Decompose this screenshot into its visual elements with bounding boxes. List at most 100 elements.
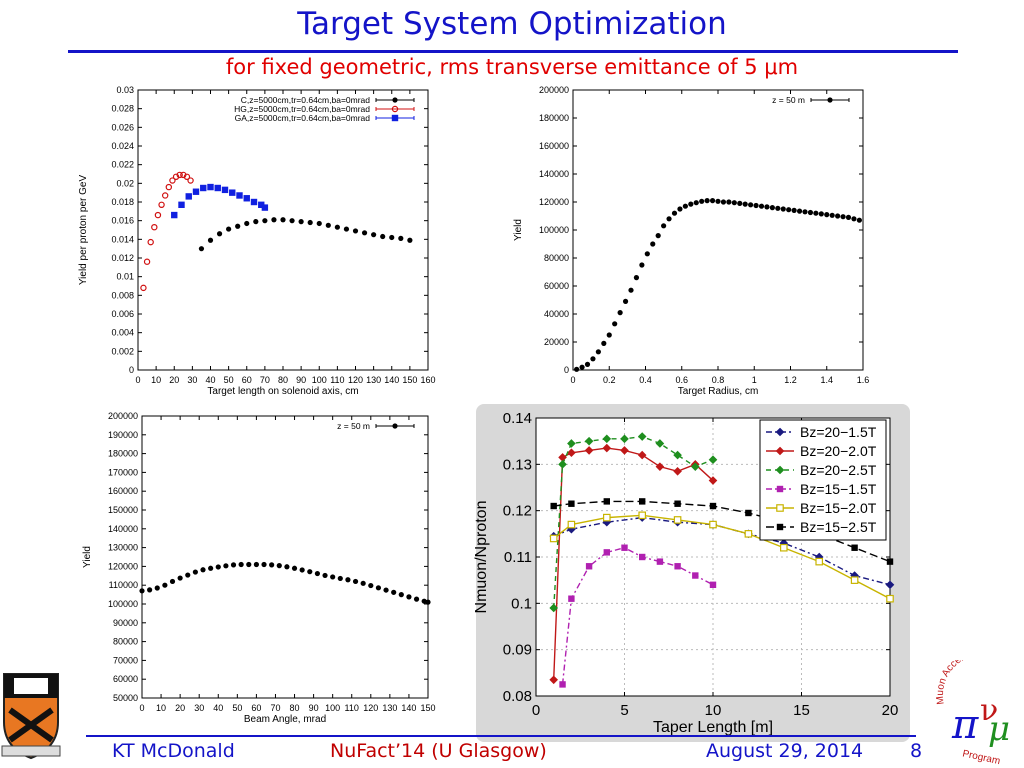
series-group [574,198,862,372]
y-tick-label: 150000 [108,505,138,515]
data-point [169,177,176,184]
data-point [813,210,819,216]
data-point [656,558,664,565]
legend-swatch-marker [776,523,784,531]
y-tick-label: 170000 [108,467,138,477]
data-point [584,446,594,455]
legend-label: HG,z=5000cm,tr=0.64cm,ba=0mrad [234,104,370,114]
data-point [690,462,700,471]
y-tick-label: 0.008 [111,290,134,300]
series-group [549,511,894,603]
data-point [650,241,656,247]
y-tick-label: 60000 [544,281,569,291]
data-point [352,228,359,234]
data-point [661,223,667,229]
data-point [673,516,682,524]
x-tick-label: 60 [242,375,252,385]
y-tick-label: 80000 [544,253,569,263]
y-tick-label: 0.004 [111,328,134,338]
svg-text:Program: Program [961,748,1001,767]
data-point [567,520,576,529]
series-line [561,546,714,685]
x-tick-label: 130 [382,703,397,713]
legend-label: Bz=15−2.0T [800,500,877,516]
series-group [559,544,717,688]
y-tick-label: 100000 [539,225,569,235]
data-point [622,298,629,304]
y-tick-label: 0.11 [504,549,532,566]
legend: z = 50 m [337,421,415,431]
data-point [299,567,305,573]
x-tick-label: 100 [312,375,327,385]
data-point [885,580,895,590]
y-tick-label: 0.03 [116,85,134,95]
data-point [262,218,268,224]
x-tick-label: 1.6 [857,375,870,385]
data-point [584,436,594,446]
data-point [699,198,705,204]
x-axis-label: Taper Length [m] [653,719,773,736]
y-tick-label: 110000 [109,580,138,590]
data-point [764,204,770,210]
data-point [644,251,650,257]
x-tick-label: 10 [156,703,166,713]
y-tick-label: 100000 [108,599,138,609]
x-tick-label: 10 [705,702,722,719]
data-point [621,544,628,551]
data-point [165,183,173,191]
data-point [704,198,710,204]
x-tick-label: 50 [232,703,242,713]
data-point [169,578,176,585]
series-group [171,183,269,219]
data-point [171,211,178,219]
data-point [655,233,661,239]
legend: z = 50 m [772,95,850,105]
data-point [574,366,580,372]
x-axis-label: Target length on solenoid axis, cm [207,386,358,397]
data-point [639,262,645,268]
data-point [215,564,221,570]
data-point [602,434,612,444]
legend-swatch-marker [827,97,833,103]
data-point [147,238,154,246]
data-point [380,233,386,240]
y-tick-label: 50000 [113,693,138,703]
data-point [208,565,214,571]
legend-swatch-marker [392,97,398,103]
data-point [198,246,205,252]
data-point [775,205,781,211]
footer-page-number: 8 [910,740,923,762]
data-point [744,530,753,538]
data-point [325,222,331,228]
data-point [375,585,382,591]
data-point [637,432,647,441]
plot-area: 0 10 20 30 40 50 60 70 80 90 100 110 120 130 140 150 500… [82,411,436,725]
data-point [207,237,214,243]
y-tick-label: 0 [129,365,134,375]
x-tick-label: 20 [169,375,179,385]
y-tick-label: 160000 [539,141,569,151]
y-tick-label: 190000 [108,430,138,440]
y-tick-label: 140000 [539,169,569,179]
data-point [692,572,699,579]
yield-vs-target-radius-chart: 0 0.2 0.4 0.6 0.8 1 1.2 1.4 1.6 0 20000 40000 60000 8… [513,85,870,397]
data-point [549,534,558,543]
x-tick-label: 1.2 [784,375,797,385]
data-point [154,211,162,219]
data-point [758,203,765,209]
data-point [307,569,313,575]
legend-swatch-marker [776,504,784,512]
data-point [177,575,183,581]
y-tick-label: 0.12 [503,503,532,520]
data-point [620,446,629,455]
legend-swatch-marker [391,105,399,113]
data-point [343,226,350,232]
data-point [780,543,788,552]
data-point [238,561,244,568]
x-tick-label: 0.4 [639,375,652,385]
data-point [383,587,389,593]
data-point [207,183,214,191]
svg-text:ν: ν [980,693,998,728]
x-tick-label: 40 [205,375,215,385]
data-point [334,224,340,230]
